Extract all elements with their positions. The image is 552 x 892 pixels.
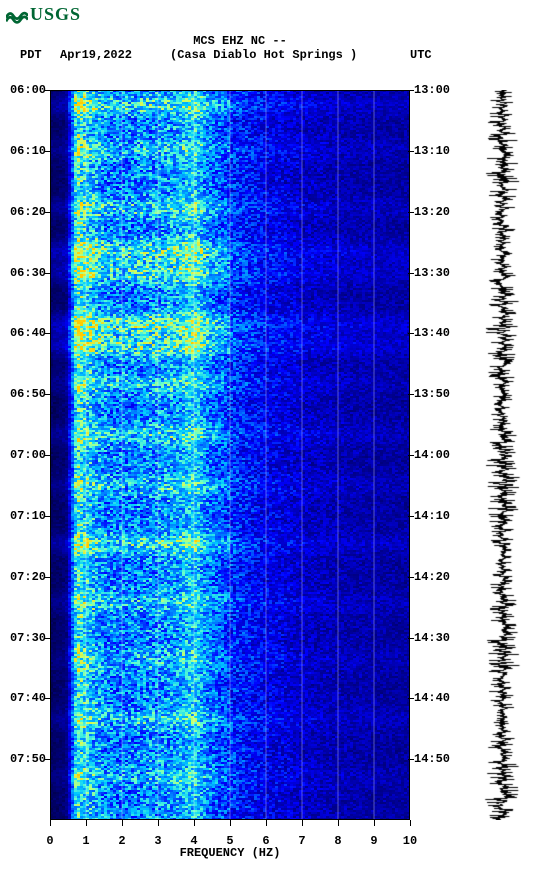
x-axis-frequency: FREQUENCY (HZ) 012345678910 bbox=[50, 820, 410, 860]
xtick: 2 bbox=[118, 834, 125, 848]
ytick-left: 06:50 bbox=[10, 387, 46, 401]
seismogram-waveform bbox=[480, 90, 525, 820]
x-axis-label: FREQUENCY (HZ) bbox=[50, 846, 410, 860]
plot-header: MCS EHZ NC -- PDT Apr19,2022 (Casa Diabl… bbox=[0, 34, 552, 62]
xtick: 5 bbox=[226, 834, 233, 848]
xtick: 6 bbox=[262, 834, 269, 848]
ytick-left: 07:00 bbox=[10, 448, 46, 462]
xtick: 0 bbox=[46, 834, 53, 848]
xtick: 4 bbox=[190, 834, 197, 848]
xtick: 8 bbox=[334, 834, 341, 848]
ytick-left: 07:50 bbox=[10, 752, 46, 766]
station-code: MCS EHZ NC -- bbox=[40, 34, 440, 48]
tz-right-label: UTC bbox=[410, 48, 432, 62]
usgs-logo: USGS bbox=[6, 4, 81, 25]
date-label: Apr19,2022 bbox=[60, 48, 150, 62]
ytick-right: 14:00 bbox=[414, 448, 450, 462]
ytick-right: 13:50 bbox=[414, 387, 450, 401]
xtick: 7 bbox=[298, 834, 305, 848]
ytick-right: 14:50 bbox=[414, 752, 450, 766]
seismogram-canvas bbox=[480, 90, 525, 820]
xtick: 1 bbox=[82, 834, 89, 848]
ytick-right: 13:30 bbox=[414, 266, 450, 280]
ytick-left: 07:10 bbox=[10, 509, 46, 523]
ytick-left: 06:30 bbox=[10, 266, 46, 280]
ytick-right: 13:20 bbox=[414, 205, 450, 219]
tz-left-label: PDT bbox=[20, 48, 60, 62]
ytick-right: 14:30 bbox=[414, 631, 450, 645]
ytick-right: 13:40 bbox=[414, 326, 450, 340]
ytick-right: 14:40 bbox=[414, 691, 450, 705]
ytick-left: 06:40 bbox=[10, 326, 46, 340]
usgs-wave-icon bbox=[6, 6, 28, 24]
xtick: 9 bbox=[370, 834, 377, 848]
usgs-logo-text: USGS bbox=[30, 4, 81, 25]
ytick-left: 06:10 bbox=[10, 144, 46, 158]
spectrogram-canvas bbox=[50, 90, 410, 820]
station-name: (Casa Diablo Hot Springs ) bbox=[170, 48, 380, 62]
ytick-left: 07:30 bbox=[10, 631, 46, 645]
y-axis-right-utc: 13:0013:1013:2013:3013:4013:5014:0014:10… bbox=[412, 90, 460, 820]
y-axis-left-pdt: 06:0006:1006:2006:3006:4006:5007:0007:10… bbox=[0, 90, 48, 820]
ytick-right: 14:10 bbox=[414, 509, 450, 523]
ytick-left: 07:40 bbox=[10, 691, 46, 705]
xtick: 10 bbox=[403, 834, 417, 848]
ytick-left: 06:00 bbox=[10, 83, 46, 97]
ytick-right: 14:20 bbox=[414, 570, 450, 584]
ytick-left: 06:20 bbox=[10, 205, 46, 219]
ytick-right: 13:10 bbox=[414, 144, 450, 158]
xtick: 3 bbox=[154, 834, 161, 848]
spectrogram-plot bbox=[50, 90, 410, 820]
ytick-left: 07:20 bbox=[10, 570, 46, 584]
ytick-right: 13:00 bbox=[414, 83, 450, 97]
